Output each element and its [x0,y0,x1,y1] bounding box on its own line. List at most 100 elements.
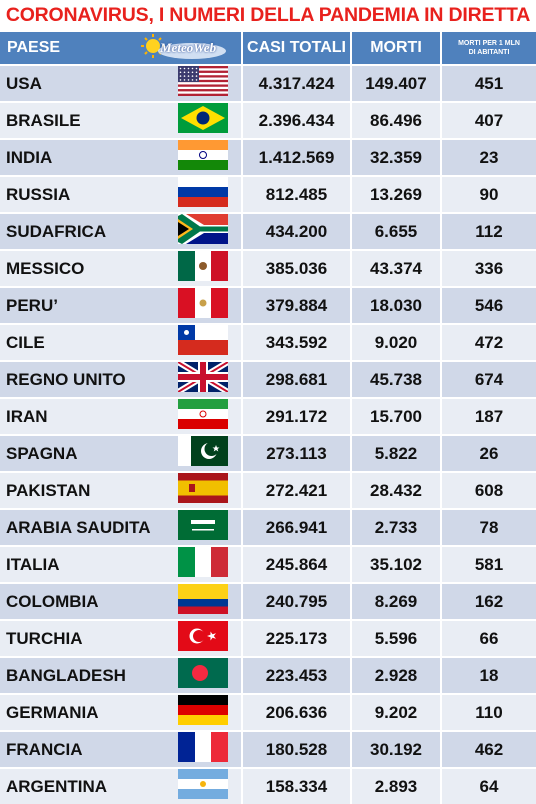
deaths: 9.020 [350,323,441,361]
deaths: 18.030 [350,286,441,324]
country-name: TURCHIA [0,619,164,657]
table-row: PAKISTAN 272.421 28.432 608 [0,471,536,509]
country-name: GERMANIA [0,693,164,731]
deaths-per-million: 26 [440,434,536,472]
deaths-per-million: 18 [440,656,536,694]
country-name: IRAN [0,397,164,435]
total-cases: 240.795 [242,582,351,620]
country-name: FRANCIA [0,730,164,768]
brazil-flag [177,103,228,138]
total-cases: 1.412.569 [242,138,351,176]
deaths-per-million: 90 [440,175,536,213]
page-title: CORONAVIRUS, I NUMERI DELLA PANDEMIA IN … [5,4,531,26]
total-cases: 812.485 [242,175,351,213]
total-cases: 158.334 [242,767,351,804]
mexico-flag [177,251,228,286]
deaths: 43.374 [350,249,441,287]
deaths-per-million: 187 [440,397,536,435]
south-africa-flag [177,214,228,249]
deaths-per-million: 64 [440,767,536,804]
deaths: 15.700 [350,397,441,435]
deaths: 5.596 [350,619,441,657]
country-name: PERU’ [0,286,164,324]
total-cases: 225.173 [242,619,351,657]
country-name: ARGENTINA [0,767,164,804]
total-cases: 379.884 [242,286,351,324]
russia-flag [177,177,228,212]
spain-flag [177,473,228,508]
table-row: GERMANIA 206.636 9.202 110 [0,693,536,731]
deaths: 2.928 [350,656,441,694]
deaths-per-million: 546 [440,286,536,324]
deaths-per-million: 162 [440,582,536,620]
table-row: BANGLADESH 223.453 2.928 18 [0,656,536,694]
table-row: ARABIA SAUDITA 266.941 2.733 78 [0,508,536,546]
total-cases: 266.941 [242,508,351,546]
deaths-per-million: 407 [440,101,536,139]
country-name: SPAGNA [0,434,164,472]
deaths-per-million: 472 [440,323,536,361]
country-name: INDIA [0,138,164,176]
meteoweb-logo: MeteoWeb [140,33,240,63]
deaths-per-million: 451 [440,64,536,102]
country-name: BRASILE [0,101,164,139]
total-cases: 385.036 [242,249,351,287]
country-name: RUSSIA [0,175,164,213]
deaths: 30.192 [350,730,441,768]
country-name: USA [0,64,164,102]
country-name: CILE [0,323,164,361]
table-row: CILE 343.592 9.020 472 [0,323,536,361]
table-row: BRASILE 2.396.434 86.496 407 [0,101,536,139]
header-cases: CASI TOTALI [242,32,352,65]
deaths-per-million: 462 [440,730,536,768]
table-row: PERU’ 379.884 18.030 546 [0,286,536,324]
table-row: REGNO UNITO 298.681 45.738 674 [0,359,536,398]
table-row: SUDAFRICA 434.200 6.655 112 [0,212,536,250]
deaths: 2.893 [350,767,441,804]
uk-flag [175,359,230,397]
table-row: SPAGNA 273.113 5.822 26 [0,434,536,472]
pakistan-flag [177,436,228,471]
table-row: COLOMBIA 240.795 8.269 162 [0,582,536,620]
deaths: 8.269 [350,582,441,620]
table-row: INDIA 1.412.569 32.359 23 [0,138,536,176]
deaths-per-million: 78 [440,508,536,546]
total-cases: 298.681 [242,360,351,398]
header-row: PAESE MeteoWeb CASI TOTAL [0,32,536,65]
deaths-per-million: 581 [440,545,536,583]
table-row: TURCHIA 225.173 5.596 66 [0,619,536,657]
italy-flag [177,547,228,582]
deaths: 9.202 [350,693,441,731]
deaths-per-million: 112 [440,212,536,250]
table-row: ITALIA 245.864 35.102 581 [0,545,536,583]
logo-text: MeteoWeb [160,40,217,55]
iran-flag [177,399,228,434]
deaths: 5.822 [350,434,441,472]
france-flag [177,732,228,767]
total-cases: 291.172 [242,397,351,435]
country-name: REGNO UNITO [0,360,164,398]
total-cases: 180.528 [242,730,351,768]
deaths-per-million: 608 [440,471,536,509]
country-name: BANGLADESH [0,656,164,694]
total-cases: 434.200 [242,212,351,250]
total-cases: 206.636 [242,693,351,731]
deaths-per-million: 23 [440,138,536,176]
table-row: USA 4.317.424 149.407 451 [0,64,536,102]
table-row: MESSICO 385.036 43.374 336 [0,249,536,287]
deaths-per-million: 674 [440,360,536,398]
table-row: FRANCIA 180.528 30.192 462 [0,730,536,768]
sun-icon [141,34,226,59]
table-row: RUSSIA 812.485 13.269 90 [0,175,536,213]
header-per-million: MORTI PER 1 MLN DI ABITANTI [441,32,536,65]
deaths: 86.496 [350,101,441,139]
total-cases: 245.864 [242,545,351,583]
germany-flag [177,695,228,730]
header-deaths: MORTI [351,32,442,65]
total-cases: 272.421 [242,471,351,509]
deaths-per-million: 66 [440,619,536,657]
deaths: 32.359 [350,138,441,176]
deaths: 13.269 [350,175,441,213]
deaths: 6.655 [350,212,441,250]
total-cases: 223.453 [242,656,351,694]
